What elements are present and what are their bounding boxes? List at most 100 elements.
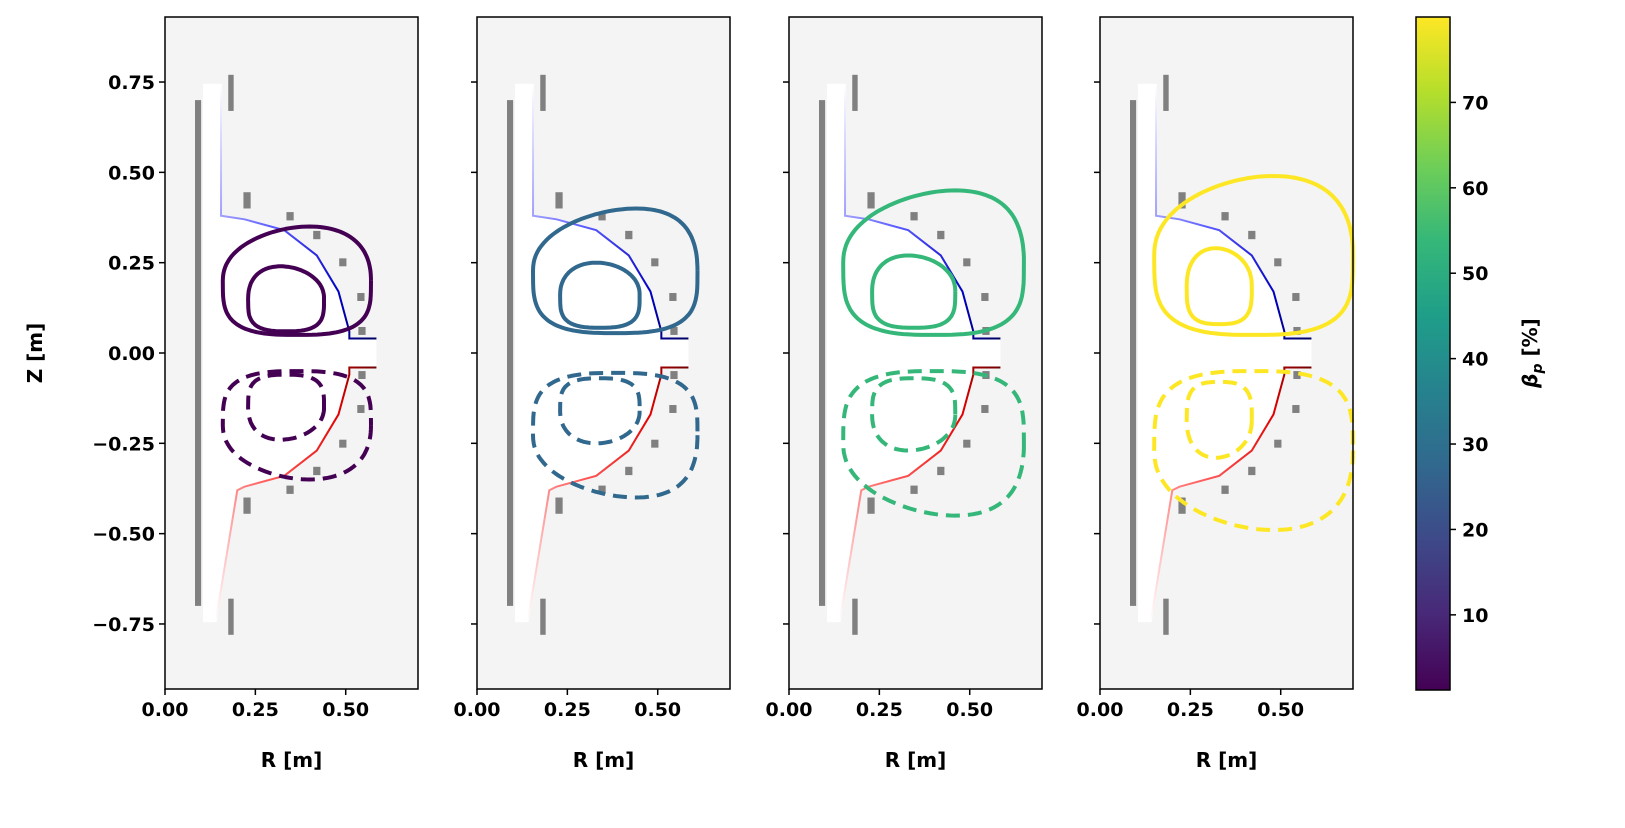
y-tick-label: 0.25	[108, 253, 155, 275]
coil	[963, 439, 971, 448]
y-tick-label: −0.75	[92, 614, 155, 636]
y-axis-label: Z [m]	[23, 323, 47, 384]
upper-wall-current	[532, 83, 689, 340]
flux-contour-dashed	[531, 370, 700, 500]
coil	[555, 497, 563, 514]
x-tick-label: 0.25	[232, 699, 279, 721]
x-tick-label: 0.50	[1257, 699, 1304, 721]
flux-contour-solid	[1184, 246, 1254, 327]
colorbar-tick-label: 50	[1462, 263, 1488, 285]
flux-contour-solid	[531, 206, 700, 336]
lower-wall-current	[526, 366, 689, 623]
vessel-interior	[202, 83, 377, 623]
coil	[910, 485, 918, 494]
flux-contour-dashed	[220, 369, 373, 482]
colorbar-label: βp [%]	[1518, 318, 1546, 389]
flux-contour-dashed	[1152, 369, 1355, 532]
coil	[1163, 598, 1169, 635]
flux-contour-solid	[246, 264, 326, 334]
coil	[313, 466, 321, 476]
flux-contour-dashed	[558, 376, 642, 446]
coil	[651, 439, 659, 448]
flux-contour-dashed	[870, 376, 958, 453]
central-solenoid	[506, 100, 514, 606]
coil	[867, 497, 875, 514]
x-tick-label: 0.00	[454, 699, 501, 721]
coil	[937, 230, 945, 240]
coil	[1221, 212, 1229, 221]
coil	[852, 74, 858, 111]
coil	[981, 405, 989, 413]
coil	[243, 192, 251, 209]
flux-contour-solid	[1152, 174, 1355, 337]
colorbar-gradient	[1415, 16, 1451, 691]
coil	[625, 230, 633, 240]
central-solenoid	[818, 100, 826, 606]
coil	[1274, 258, 1282, 267]
flux-contour-dashed	[246, 372, 326, 442]
lower-wall-current	[838, 366, 1001, 623]
coil	[339, 439, 347, 448]
coil	[1163, 74, 1169, 111]
panel-1: 0.00 0.25 0.50 0.75 0.50 0.25 0.00 −0.25 −0.50 −0…	[92, 16, 419, 772]
coil	[669, 293, 677, 301]
vessel-interior	[826, 83, 1001, 623]
coil	[1178, 497, 1186, 514]
flux-contour-dashed	[1184, 379, 1254, 460]
coil	[670, 326, 678, 335]
y-tick-label: −0.25	[92, 433, 155, 455]
colorbar-tick-label: 20	[1462, 519, 1488, 541]
y-tick-label: −0.50	[92, 524, 155, 546]
coil	[357, 405, 365, 413]
coil	[670, 371, 678, 380]
x-tick-label: 0.25	[1167, 699, 1214, 721]
colorbar-tick-label: 30	[1462, 434, 1488, 456]
panel-2: 0.00 0.25 0.50 R [m]	[454, 16, 731, 772]
coil	[669, 405, 677, 413]
coil	[228, 598, 234, 635]
coil	[598, 212, 606, 221]
coil	[1178, 192, 1186, 209]
upper-wall-current	[220, 83, 377, 340]
x-axis-label: R [m]	[885, 748, 946, 772]
coil	[651, 258, 659, 267]
central-solenoid	[1129, 100, 1137, 606]
y-tick-label: 0.00	[108, 343, 155, 365]
coil	[937, 466, 945, 476]
flux-contour-dashed	[841, 369, 1026, 518]
coil	[1292, 293, 1300, 301]
coil	[598, 485, 606, 494]
coil	[625, 466, 633, 476]
x-tick-label: 0.50	[634, 699, 681, 721]
y-tick-label: 0.50	[108, 162, 155, 184]
panel-4: 0.00 0.25 0.50 R [m]	[1077, 16, 1355, 772]
x-axis-label: R [m]	[1196, 748, 1257, 772]
x-tick-label: 0.25	[856, 699, 903, 721]
colorbar-tick-label: 60	[1462, 178, 1488, 200]
coil	[286, 212, 294, 221]
coil	[981, 293, 989, 301]
colorbar-tick-label: 70	[1462, 92, 1488, 114]
vessel-interior	[514, 83, 689, 623]
x-tick-label: 0.00	[142, 699, 189, 721]
coil	[555, 192, 563, 209]
coil	[286, 485, 294, 494]
coil	[313, 230, 321, 240]
central-solenoid	[194, 100, 202, 606]
coil	[357, 293, 365, 301]
coil	[1248, 466, 1256, 476]
coil	[339, 258, 347, 267]
coil	[243, 497, 251, 514]
coil	[910, 212, 918, 221]
x-tick-label: 0.50	[946, 699, 993, 721]
x-tick-label: 0.50	[322, 699, 369, 721]
upper-wall-current	[844, 83, 1001, 340]
coil	[358, 326, 366, 335]
colorbar-tick-label: 40	[1462, 349, 1488, 371]
lower-wall-current	[214, 366, 377, 623]
colorbar: 10 20 30 40 50 60 70 βp [%]	[1415, 16, 1546, 691]
coil	[1292, 405, 1300, 413]
x-tick-label: 0.00	[766, 699, 813, 721]
coil	[540, 598, 546, 635]
